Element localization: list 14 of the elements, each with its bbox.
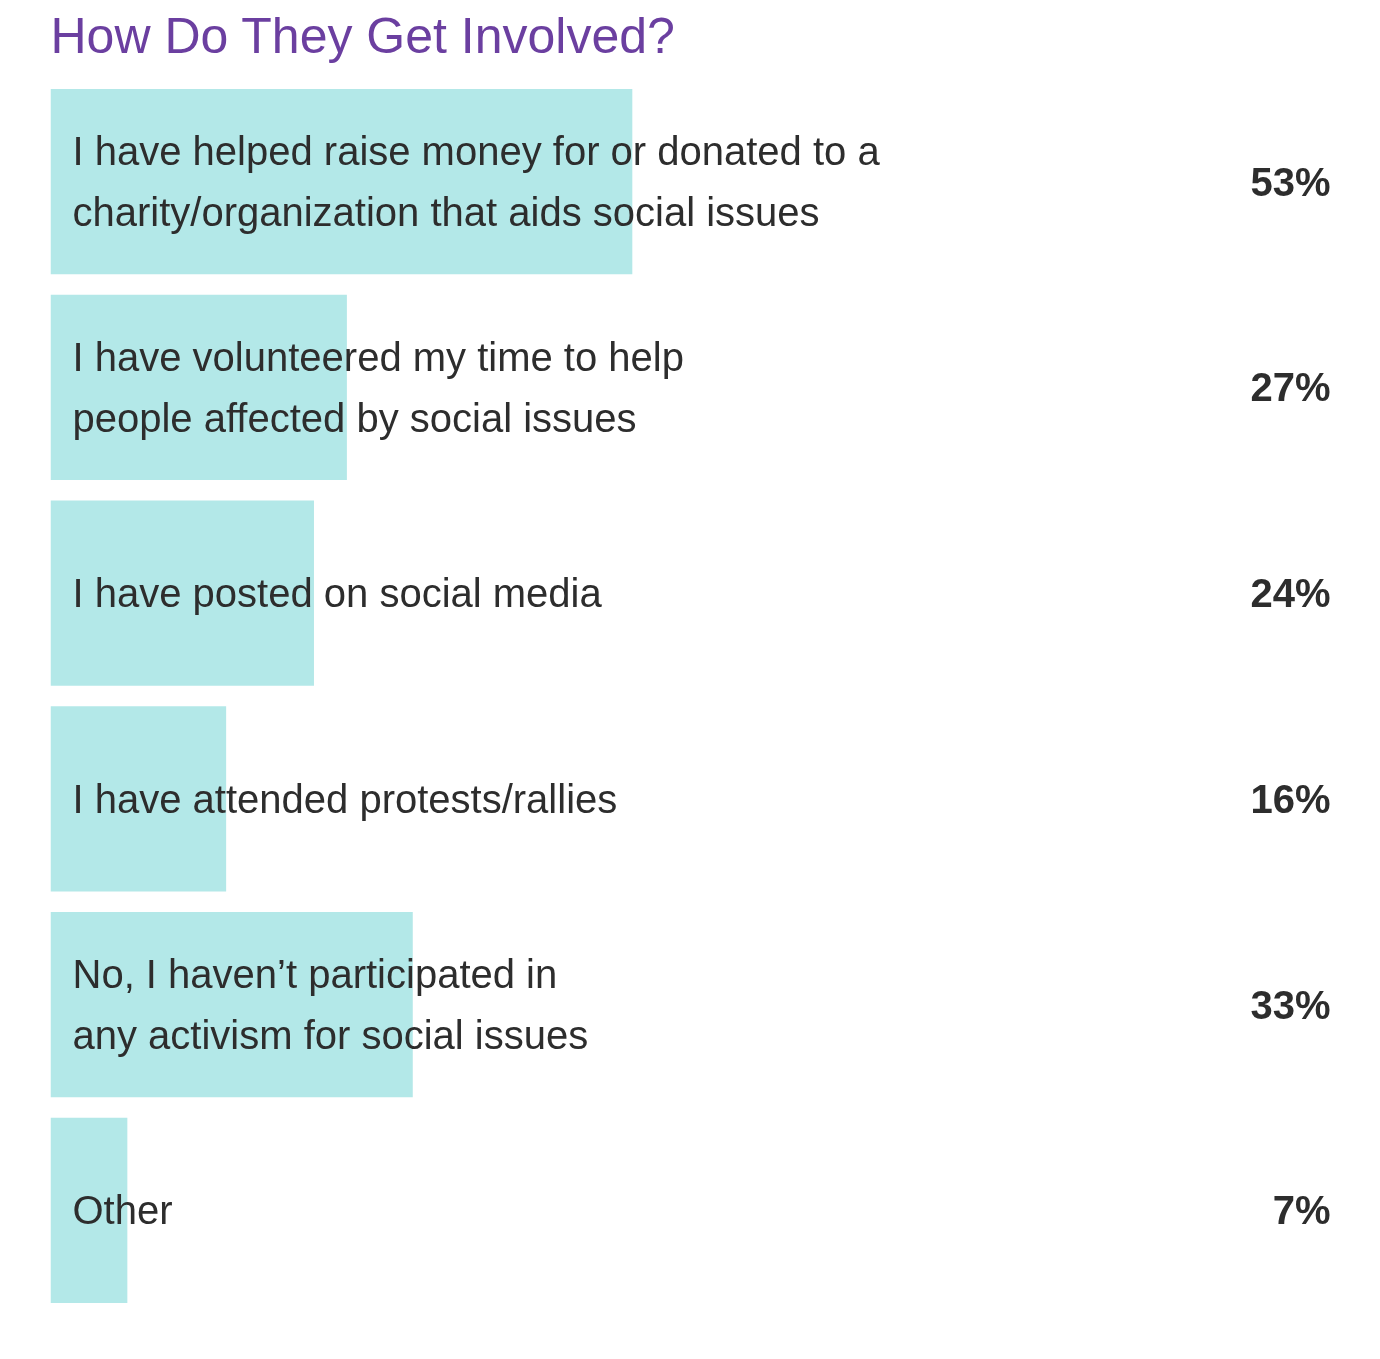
data-label: 24% (1250, 571, 1331, 616)
y-tick-label: Other (72, 1188, 173, 1233)
data-label: 16% (1250, 776, 1331, 821)
data-label: 33% (1250, 982, 1331, 1027)
data-label: 7% (1272, 1188, 1331, 1233)
bar (50, 500, 314, 686)
data-label: 53% (1250, 159, 1331, 204)
y-tick-label: No, I haven’t participated in any activism for social issues (72, 951, 589, 1058)
y-tick-label: I have helped raise money for or donated to a charity/organization that aids social issues (72, 128, 881, 235)
data-label: 27% (1250, 365, 1331, 410)
y-tick-label: I have posted on social media (72, 571, 603, 616)
chart-title: How Do They Get Involved? (50, 7, 675, 64)
y-tick-label: I have attended protests/rallies (72, 776, 618, 821)
y-tick-label: I have volunteered my time to help people affected by social issues (72, 334, 684, 441)
